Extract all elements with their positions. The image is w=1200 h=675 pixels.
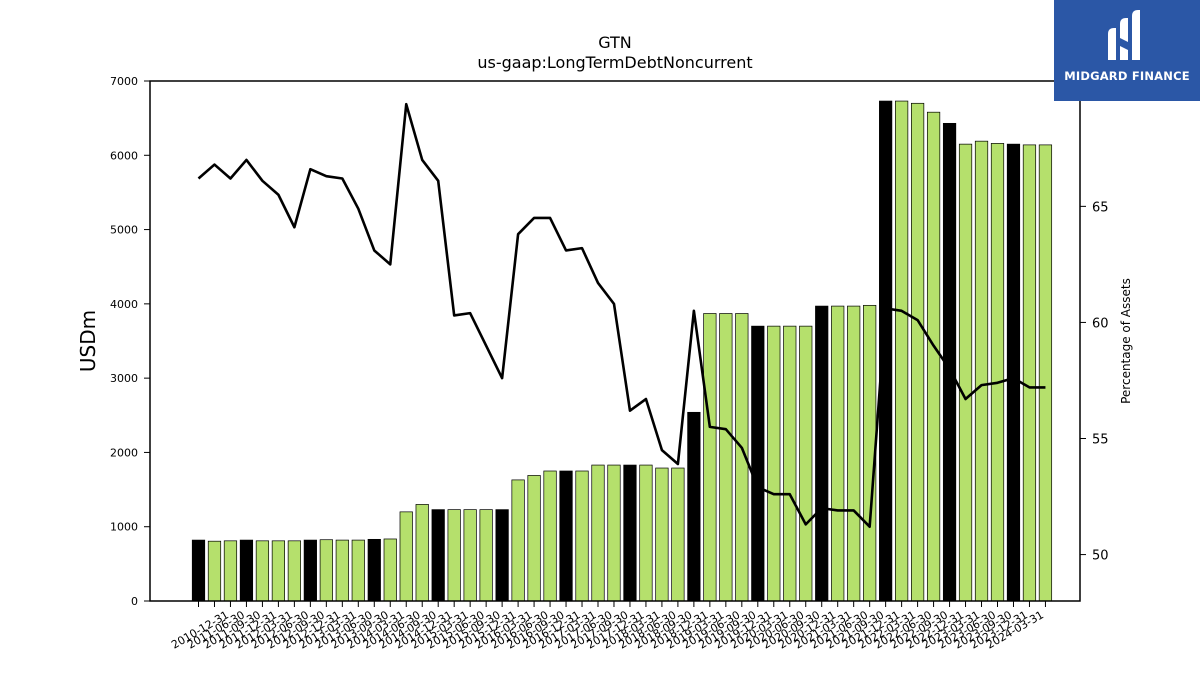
bar-2021-03-31 xyxy=(847,305,861,602)
bar-2022-03-31 xyxy=(910,102,925,602)
bar-2022-12-31 xyxy=(958,143,973,602)
y-tick-label: 5000 xyxy=(110,224,138,237)
bar-2023-09-30 xyxy=(1006,143,1021,602)
brand-name: MIDGARD FINANCE xyxy=(1064,69,1190,83)
y2-tick-label: 55 xyxy=(1092,433,1109,448)
bar-2015-12-31 xyxy=(511,479,525,602)
bar-2018-09-30 xyxy=(687,411,701,602)
y-tick-label: 3000 xyxy=(110,372,138,385)
y-axis-label: USDm xyxy=(76,310,100,372)
y2-tick-label: 60 xyxy=(1092,316,1109,331)
bar-2010-12-31 xyxy=(191,539,206,602)
bar-2020-12-31 xyxy=(831,305,845,602)
bar-2013-06-30 xyxy=(351,539,365,602)
bar-2011-09-30 xyxy=(239,539,254,602)
bar-2017-03-31 xyxy=(591,464,605,602)
bar-2013-09-30 xyxy=(367,538,381,602)
line-series xyxy=(197,102,1046,529)
bar-2016-09-30 xyxy=(559,470,573,602)
bar-2015-09-30 xyxy=(495,509,509,602)
x-axis: 2010-12-312011-06-302011-09-302011-12-31… xyxy=(169,601,1046,652)
bar-2016-06-30 xyxy=(543,470,557,602)
bar-2018-06-30 xyxy=(671,467,685,602)
chart-title: GTN xyxy=(598,33,632,52)
y-axis-right: 50 55 60 65 xyxy=(1080,200,1109,564)
bar-2018-03-31 xyxy=(655,467,669,602)
bar-2015-06-30 xyxy=(479,509,493,602)
bar-2020-09-30 xyxy=(815,305,829,602)
chart-subtitle: us-gaap:LongTermDebtNoncurrent xyxy=(477,53,752,72)
bar-2013-03-31 xyxy=(335,539,349,602)
bar-2020-06-30 xyxy=(799,325,813,602)
bar-2023-06-30 xyxy=(990,143,1005,602)
bar-2023-12-31 xyxy=(1022,144,1037,602)
bar-2013-12-31 xyxy=(383,538,397,602)
bar-2016-03-31 xyxy=(527,475,541,602)
y-tick-label: 0 xyxy=(131,595,138,608)
bar-2017-12-31 xyxy=(639,464,653,602)
y-tick-label: 6000 xyxy=(110,149,138,162)
bar-2016-12-31 xyxy=(575,470,589,602)
y-tick-label: 1000 xyxy=(110,521,138,534)
bar-2011-03-31 xyxy=(207,540,222,602)
bar-2012-09-30 xyxy=(303,539,317,602)
bar-2019-09-30 xyxy=(751,325,765,602)
bar-2011-06-30 xyxy=(223,540,238,602)
bar-2015-03-31 xyxy=(463,509,477,602)
y2-tick-label: 65 xyxy=(1092,200,1109,215)
bar-2019-12-31 xyxy=(767,325,781,602)
y-axis-left: 0 1000 2000 3000 4000 5000 6000 7000 xyxy=(110,75,150,608)
bar-2020-03-31 xyxy=(783,325,797,602)
bar-2018-12-31 xyxy=(703,313,717,602)
bar-2014-12-31 xyxy=(447,509,461,602)
y2-axis-label: Percentage of Assets xyxy=(1119,278,1133,404)
y-tick-label: 4000 xyxy=(110,298,138,311)
bar-2011-12-31 xyxy=(255,540,270,602)
y-tick-label: 7000 xyxy=(110,75,138,88)
bar-2012-03-31 xyxy=(271,540,285,602)
bar-2023-03-31 xyxy=(974,140,989,602)
bar-2012-06-30 xyxy=(287,540,301,602)
midgard-logo-icon xyxy=(1108,10,1140,60)
bar-2017-06-30 xyxy=(607,464,621,602)
bar-2022-06-30 xyxy=(926,111,941,602)
bar-2014-09-30 xyxy=(431,509,445,602)
y-tick-label: 2000 xyxy=(110,446,138,459)
bar-2014-03-31 xyxy=(399,511,413,602)
bar-2017-09-30 xyxy=(623,464,637,602)
percentage-line xyxy=(197,102,1046,529)
bar-2012-12-31 xyxy=(319,539,333,602)
bar-2019-03-31 xyxy=(719,313,733,602)
brand-logo: MIDGARD FINANCE xyxy=(1054,0,1200,101)
bar-2014-06-30 xyxy=(415,504,429,602)
bar-2024-03-31 xyxy=(1038,144,1053,602)
bar-2021-12-31 xyxy=(895,100,909,602)
plot-frame xyxy=(149,80,1081,602)
y2-tick-label: 50 xyxy=(1092,549,1109,564)
